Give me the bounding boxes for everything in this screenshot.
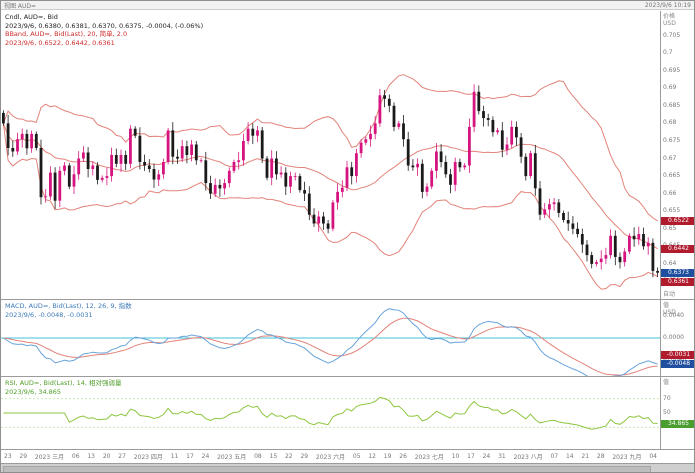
rsi-axis-title: 值 — [663, 379, 670, 386]
time-label: 29 — [300, 453, 309, 460]
time-label: 19 — [383, 453, 392, 460]
macd-axis-unit: USD — [663, 309, 676, 316]
axis-tick-label: 0.7 — [663, 49, 673, 57]
macd-chart[interactable] — [1, 300, 660, 376]
axis-tick-label: 0.67 — [663, 154, 677, 162]
time-label: 31 — [498, 453, 506, 460]
time-label: 04 — [649, 453, 657, 460]
time-label: 13 — [87, 453, 95, 460]
time-label: 27 — [118, 453, 126, 460]
time-label: 20 — [102, 453, 111, 460]
price-axis-title: 价格 — [663, 13, 676, 20]
time-label: 17 — [186, 453, 194, 460]
axis-tick-label: 0.65 — [663, 224, 677, 232]
window-titlebar: 视图 AUD= 2023/9/6 10:19 — [1, 1, 694, 10]
time-label: 06 — [71, 453, 80, 460]
time-label: 2023 七月 — [414, 454, 444, 461]
axis-tick-label: 0.64 — [663, 259, 677, 267]
scrollbar-handle[interactable] — [3, 466, 651, 472]
macd-axis-header: 值 USD — [663, 302, 676, 316]
panel-separator-2 — [1, 376, 694, 377]
axis-tick-label: 50 — [663, 409, 671, 416]
time-label: 17 — [467, 453, 475, 460]
price-badge: 0.6522 — [661, 217, 694, 226]
time-axis[interactable]: 23 29 2023 三月 06 13 20 27 2023 四月 11 17 24 2023 五月 0… — [1, 450, 660, 463]
price-badge: -0.0031 — [661, 350, 694, 359]
time-label: 26 — [399, 453, 407, 460]
horizontal-scrollbar[interactable] — [1, 463, 694, 472]
price-badge: 0.6373 — [661, 269, 694, 278]
price-axis-header: 价格 USD — [663, 13, 676, 27]
macd-axis-title: 值 — [663, 302, 670, 309]
axis-tick-label: 0.675 — [663, 136, 681, 144]
time-label: 2023 三月 — [34, 454, 65, 461]
rsi-chart[interactable] — [1, 377, 660, 449]
axis-tick-label: 0.695 — [663, 66, 681, 74]
axis-tick-label: 0.68 — [663, 119, 677, 127]
axis-tick-label: 0.0000 — [663, 334, 684, 341]
axis-tick-label: 0.685 — [663, 101, 681, 109]
panel-separator-1 — [1, 299, 694, 300]
titlebar-timestamp: 2023/9/6 10:19 — [644, 1, 691, 9]
axis-tick-label: 0.705 — [663, 31, 681, 39]
time-label: 23 — [4, 453, 12, 460]
axis-tick-label: 0.0040 — [663, 312, 684, 320]
price-badge: -0.0048 — [661, 360, 694, 369]
time-label: 2023 六月 — [315, 454, 346, 461]
axis-tick-label: 0.66 — [663, 189, 677, 197]
panel-separator-3 — [1, 449, 694, 450]
time-label: 08 — [254, 453, 262, 460]
time-label: 2023 八月 — [513, 454, 543, 461]
axis-tick-label: 0.665 — [663, 172, 681, 180]
price-axis-auto-label[interactable]: 自动 — [663, 291, 676, 298]
price-badge: 0.6442 — [661, 245, 694, 254]
time-label: 28 — [596, 453, 605, 460]
time-label: 07 — [550, 453, 559, 460]
axis-tick-label: -0.0040 — [663, 356, 686, 363]
price-candlestick-chart[interactable] — [1, 11, 660, 299]
time-label: 10 — [451, 453, 460, 460]
axis-tick-label: 0.655 — [663, 207, 681, 215]
time-label: 21 — [581, 453, 590, 460]
time-label: 24 — [482, 453, 491, 460]
time-label: 2023 四月 — [133, 454, 163, 461]
time-label: 2023 九月 — [612, 454, 642, 461]
price-axis-unit: USD — [663, 20, 676, 27]
price-axis-separator — [660, 11, 661, 449]
time-label: 05 — [352, 453, 361, 460]
axis-tick-label: 70 — [663, 394, 671, 402]
time-label: 22 — [284, 453, 293, 460]
time-label: 24 — [201, 453, 210, 460]
time-label: 14 — [565, 453, 574, 460]
titlebar-left-text: 视图 AUD= — [4, 2, 37, 10]
time-label: 2023 五月 — [217, 454, 247, 461]
time-label: 15 — [269, 453, 278, 460]
axis-tick-label: 0.69 — [663, 84, 677, 92]
price-badge: 34.865 — [661, 419, 694, 428]
time-label: 29 — [19, 453, 28, 460]
rsi-axis-header: 值 — [663, 379, 669, 386]
price-badge: 0.6361 — [661, 277, 694, 286]
time-label: 12 — [368, 453, 376, 460]
time-label: 11 — [170, 453, 179, 460]
